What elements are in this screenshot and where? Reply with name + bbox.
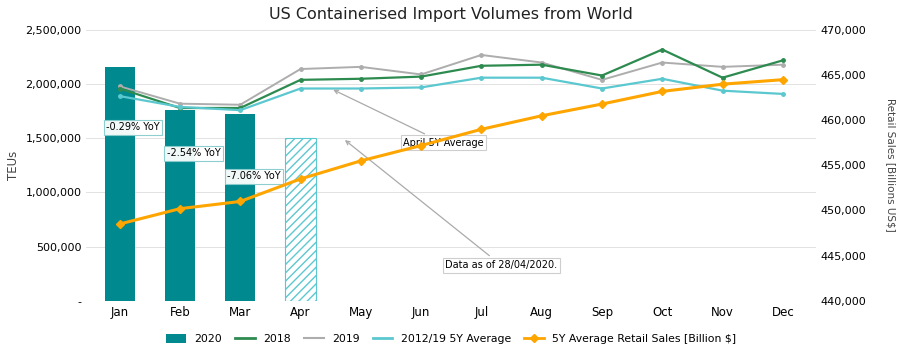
Y-axis label: TEUs: TEUs [7,151,20,180]
Legend: 2020, 2018, 2019, 2012/19 5Y Average, 5Y Average Retail Sales [Billion $]: 2020, 2018, 2019, 2012/19 5Y Average, 5Y… [161,329,741,348]
Bar [105,68,134,301]
Text: -0.29% YoY: -0.29% YoY [106,122,160,133]
Text: April 5Y Average: April 5Y Average [334,90,483,148]
Bar [285,138,315,301]
Text: Data as of 28/04/2020.: Data as of 28/04/2020. [345,141,557,270]
Y-axis label: Retail Sales [Billions US$]: Retail Sales [Billions US$] [885,98,895,232]
Bar [225,114,255,301]
Title: US Containerised Import Volumes from World: US Containerised Import Volumes from Wor… [269,7,632,22]
Text: -7.06% YoY: -7.06% YoY [226,171,281,181]
Bar [165,110,195,301]
Text: -2.54% YoY: -2.54% YoY [167,148,220,159]
